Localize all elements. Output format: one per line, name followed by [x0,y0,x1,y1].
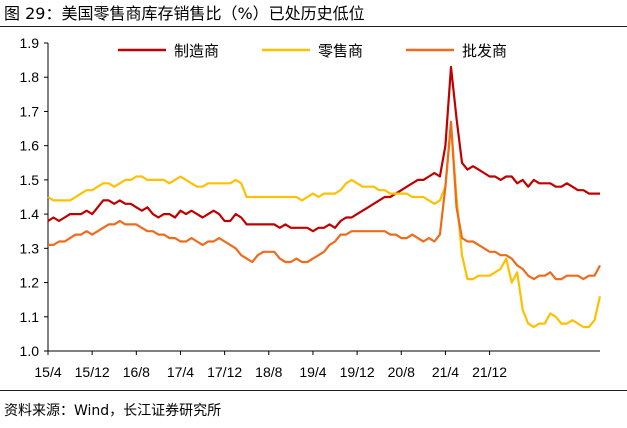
top-rule [0,26,627,27]
legend: 制造商 零售商 批发商 [118,42,507,60]
x-tick-label: 17/4 [167,364,194,380]
y-tick-label: 1.0 [20,343,40,359]
y-tick-label: 1.3 [20,240,40,256]
x-tick-label: 15/12 [75,364,110,380]
y-tick-label: 1.2 [20,275,40,291]
bottom-rule [0,390,627,391]
legend-label: 批发商 [462,42,507,60]
series-lines [47,65,602,329]
y-tick-label: 1.6 [20,138,40,154]
x-tick-label: 20/8 [388,364,415,380]
x-tick-label: 17/12 [207,364,242,380]
axes: 1.0 1.1 1.2 1.3 1.4 1.5 1.6 1.7 1.8 1.9 15/4 15/12 1… [20,35,600,380]
y-tick-label: 1.5 [20,172,40,188]
x-tick-label: 15/4 [34,364,61,380]
y-tick-label: 1.7 [20,103,40,119]
x-tick-label: 19/12 [340,364,375,380]
y-tick-label: 1.4 [20,206,40,222]
y-tick-label: 1.8 [20,69,40,85]
series-line-1 [47,65,600,233]
x-tick-label: 21/4 [432,364,459,380]
y-tick-label: 1.1 [20,309,40,325]
legend-label: 零售商 [318,42,363,60]
y-tick-label: 1.9 [20,35,40,51]
series-line-2 [47,123,602,329]
x-tick-label: 16/8 [123,364,150,380]
x-tick-label: 19/4 [299,364,326,380]
series-line-3 [48,120,601,281]
x-tick-label: 21/12 [472,364,507,380]
source-note: 资料来源：Wind，长江证券研究所 [4,403,222,419]
legend-label: 制造商 [174,42,219,60]
figure-title: 图 29：美国零售商库存销售比（%）已处历史低位 [4,4,365,23]
x-tick-label: 18/8 [255,364,282,380]
